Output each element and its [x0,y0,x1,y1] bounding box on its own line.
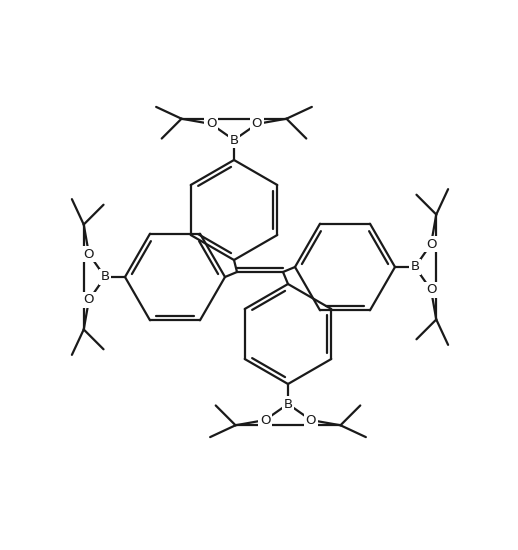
Text: O: O [260,414,270,427]
Text: B: B [283,398,293,410]
Text: O: O [426,238,436,251]
Text: B: B [100,271,110,283]
Text: O: O [206,118,217,130]
Text: O: O [84,248,94,261]
Text: B: B [229,134,239,146]
Text: O: O [306,414,316,427]
Text: B: B [410,261,420,273]
Text: O: O [426,283,436,296]
Text: O: O [252,118,262,130]
Text: O: O [84,294,94,306]
